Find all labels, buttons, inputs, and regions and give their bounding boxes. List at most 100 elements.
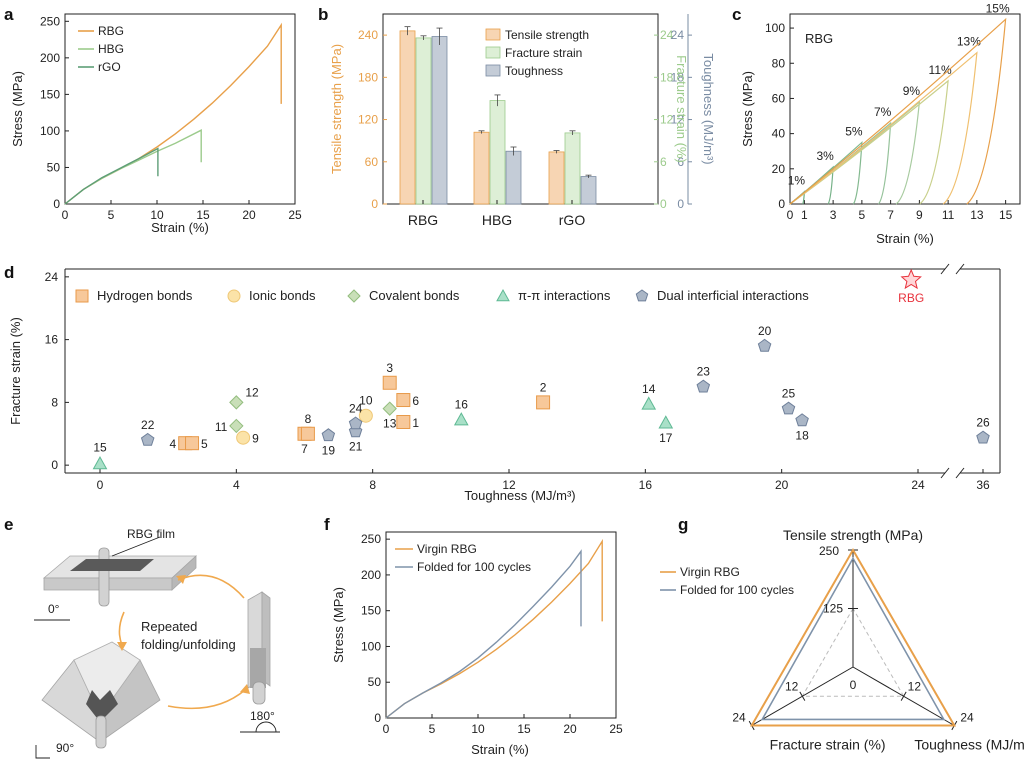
legend-g-folded-label: Folded for 100 cycles [680, 583, 794, 597]
panel-c-cycle-label: 1% [788, 174, 806, 188]
legend-tensile-label: Tensile strength [505, 28, 589, 42]
panel-f-xtick-label: 10 [471, 722, 485, 736]
panel-a-legend: RBG HBG rGO [78, 24, 124, 74]
rbg-film-closed [250, 648, 266, 688]
panel-d-ytick-label: 0 [51, 458, 58, 472]
scatter-point-24 [348, 416, 363, 430]
panel-b-right-tick-label: 12 [671, 113, 685, 127]
panel-d-xtick-label: 0 [97, 478, 104, 492]
panel-b-category-label: rGO [559, 212, 586, 228]
legend-label-pentagon: Dual interficial interactions [657, 288, 809, 303]
scatter-label-7: 7 [301, 442, 308, 456]
panel-c-ytick-label: 60 [772, 91, 786, 105]
panel-a-xtick-label: 20 [242, 208, 256, 222]
scatter-label-16: 16 [455, 398, 469, 412]
panel-label-a: a [4, 5, 14, 24]
folding-label-1: Repeated [141, 619, 197, 634]
legend-label-square: Hydrogen bonds [97, 288, 193, 303]
scatter-label-2: 2 [540, 380, 547, 394]
film-label: RBG film [127, 527, 175, 541]
scatter-label-19: 19 [322, 443, 336, 457]
panel-a-series-hbg [64, 129, 202, 205]
panel-c-cycle-13pct [789, 51, 978, 205]
angle-0-label: 0° [48, 602, 60, 616]
panel-d-xtick-label: 12 [502, 478, 516, 492]
radar-axis-tick [900, 691, 907, 701]
panel-b-legend: Tensile strength Fracture strain Toughne… [485, 28, 589, 78]
panel-c-cycle-label: 7% [874, 105, 892, 119]
panel-c-frame [789, 13, 1021, 205]
bar-rgo-toughness [580, 176, 597, 205]
panel-b-left-tick-label: 60 [365, 155, 379, 169]
panel-d-legend: Hydrogen bonds Ionic bonds Covalent bonds π… [75, 288, 809, 303]
legend-rgo-label: rGO [98, 60, 121, 74]
radar-center-label: 0 [850, 678, 857, 692]
scatter-point-20 [757, 338, 772, 352]
panel-f-ytick-label: 50 [368, 675, 382, 689]
rbg-film-folded [86, 690, 118, 722]
panel-a-xtick-label: 5 [108, 208, 115, 222]
panel-b-mid-tick-label: 6 [660, 155, 667, 169]
scatter-point-6 [396, 393, 411, 408]
panel-c-ytick-label: 100 [765, 21, 785, 35]
panel-a-xlabel: Strain (%) [151, 220, 209, 235]
panel-a-ytick-label: 150 [40, 87, 60, 101]
folded-hinge-plate [41, 641, 161, 749]
legend-label-diamond: Covalent bonds [369, 288, 460, 303]
scatter-label-20: 20 [758, 324, 772, 338]
scatter-point-rbg [900, 268, 922, 290]
scatter-label-6: 6 [412, 394, 419, 408]
scatter-label-21: 21 [349, 439, 363, 453]
legend-strain-label: Fracture strain [505, 46, 582, 60]
panel-a-xtick-label: 0 [62, 208, 69, 222]
panel-c-xlabel: Strain (%) [876, 231, 934, 246]
radar-axis-tick [799, 691, 806, 701]
scatter-label-23: 23 [697, 365, 711, 379]
radar-series-virgin-rbg [749, 547, 957, 727]
panel-b-right-tick-label: 0 [677, 197, 684, 211]
scatter-point-26 [976, 430, 990, 444]
flat-hinge-plate [42, 547, 198, 607]
panel-f-xlabel: Strain (%) [471, 742, 529, 757]
panel-c-cycle-label: 15% [986, 1, 1010, 15]
scatter-label-1: 1 [412, 416, 419, 430]
panel-f-ylabel: Stress (MPa) [331, 587, 346, 663]
panel-c-cycle-label: 5% [845, 124, 863, 138]
panel-e-illustration: RBG film 0° 90° 180° R [34, 527, 280, 759]
panel-c-cycle-label: 13% [957, 35, 981, 49]
panel-d-xtick-label: 24 [911, 478, 925, 492]
panel-d-xtick-label: 8 [369, 478, 376, 492]
panel-c-cycle-15pct [789, 17, 1007, 205]
arrow-top [177, 574, 245, 599]
scatter-label-22: 22 [141, 418, 155, 432]
legend-g-virgin-label: Virgin RBG [680, 565, 740, 579]
panel-c-ytick-label: 0 [778, 197, 785, 211]
bar-rbg-tensile-strength [399, 30, 416, 205]
panel-b-category-label: HBG [482, 212, 512, 228]
panel-b-left-tick-label: 240 [358, 28, 378, 42]
panel-b-mid-tick-label: 12 [660, 113, 674, 127]
panel-f-frame [385, 531, 617, 719]
panel-b-ylabel-left: Tensile strength (MPa) [329, 44, 344, 174]
bar-hbg-fracture-strain [489, 100, 506, 205]
panel-a-series-rgo [64, 147, 159, 205]
panel-d-ytick-label: 24 [45, 270, 59, 284]
scatter-label-18: 18 [795, 428, 809, 442]
panel-f-xtick-label: 20 [563, 722, 577, 736]
radar-grid-inner [801, 607, 905, 697]
panel-c-xtick-label: 15 [999, 208, 1013, 222]
scatter-point-18 [795, 413, 809, 427]
panel-f-ytick-label: 100 [361, 639, 381, 653]
panel-d-ytick-label: 16 [45, 333, 59, 347]
panel-label-e: e [4, 515, 13, 534]
panel-f-ytick-label: 250 [361, 532, 381, 546]
panel-c-xtick-label: 11 [942, 208, 955, 222]
arrow-bottom [167, 689, 246, 710]
scatter-label-4: 4 [170, 437, 177, 451]
legend-marker-circle [227, 289, 241, 303]
panel-a-frame [64, 13, 296, 205]
scatter-point-10 [358, 408, 373, 423]
scatter-point-15 [92, 456, 108, 470]
